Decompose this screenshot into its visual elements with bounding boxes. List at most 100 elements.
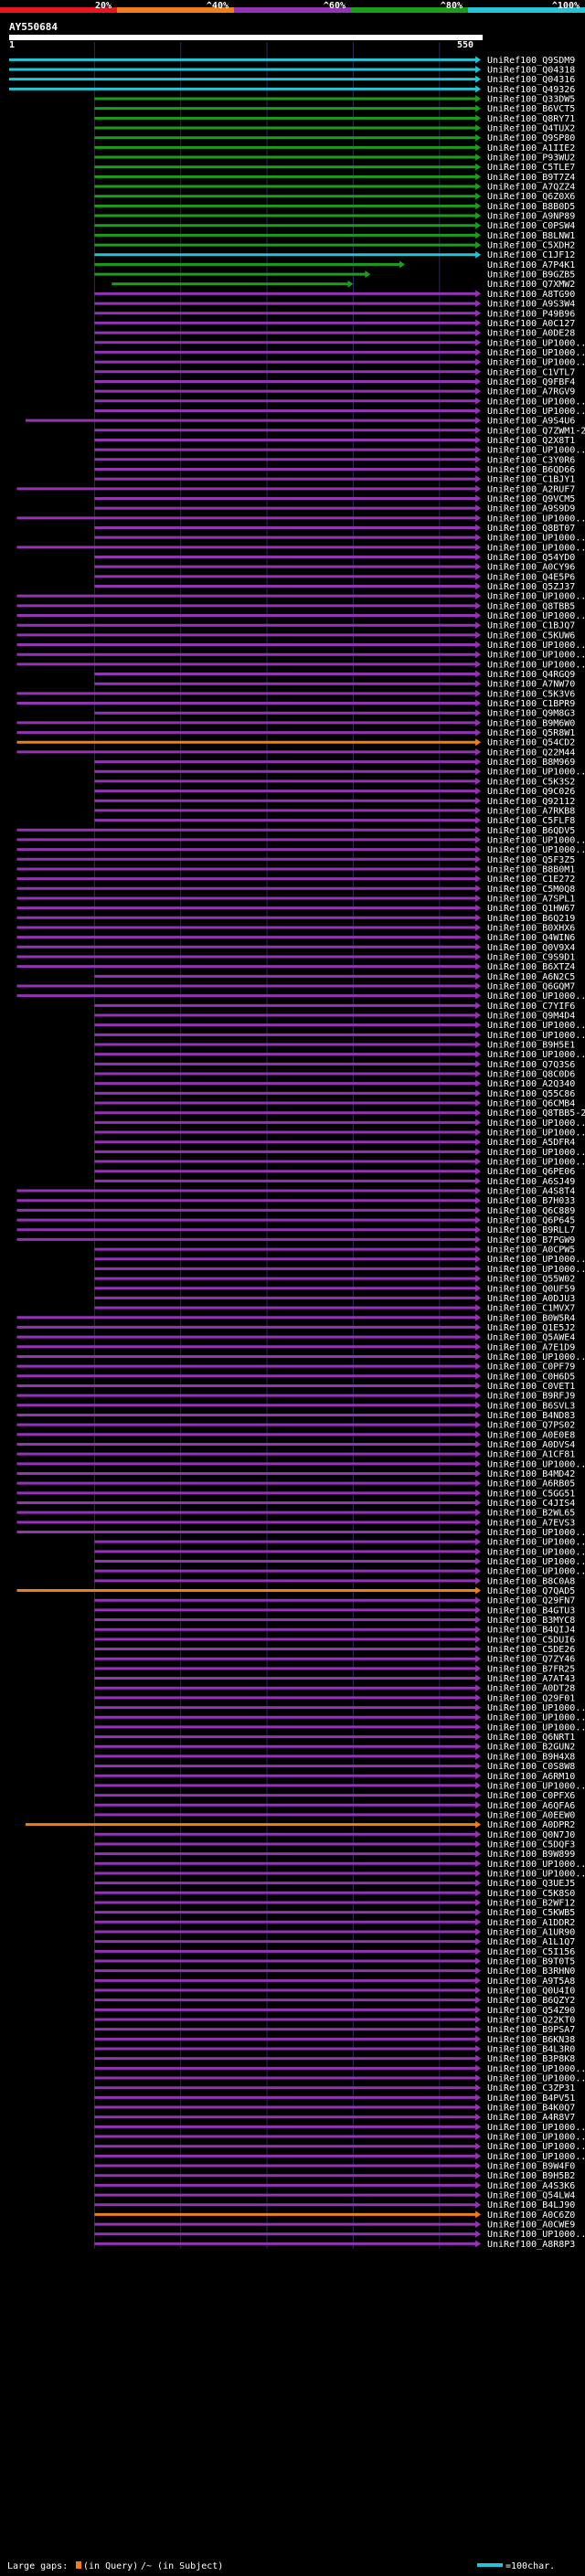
hit-label[interactable]: UniRef100_UP1000.. <box>487 1118 585 1129</box>
hit-label[interactable]: UniRef100_B2GUN2 <box>487 1743 575 1753</box>
hit-label[interactable]: UniRef100_Q4E5P6 <box>487 572 575 582</box>
hit-label[interactable]: UniRef100_Q29FN7 <box>487 1596 575 1606</box>
hit-label[interactable]: UniRef100_A8R8P3 <box>487 2240 575 2250</box>
hit-label[interactable]: UniRef100_B6KN38 <box>487 2035 575 2045</box>
hit-label[interactable]: UniRef100_Q8RY71 <box>487 114 575 124</box>
hit-label[interactable]: UniRef100_A0DJU3 <box>487 1294 575 1304</box>
hit-label[interactable]: UniRef100_C0PF79 <box>487 1362 575 1373</box>
hit-label[interactable]: UniRef100_UP1000.. <box>487 397 585 407</box>
hit-label[interactable]: UniRef100_A7AT43 <box>487 1674 575 1684</box>
hit-label[interactable]: UniRef100_B2WL65 <box>487 1509 575 1519</box>
hit-label[interactable]: UniRef100_B7PGW9 <box>487 1235 575 1246</box>
hit-label[interactable]: UniRef100_C5K8S0 <box>487 1889 575 1899</box>
hit-label[interactable]: UniRef100_B8LNW1 <box>487 231 575 241</box>
hit-label[interactable]: UniRef100_Q6P645 <box>487 1216 575 1226</box>
hit-label[interactable]: UniRef100_C5KUW6 <box>487 631 575 641</box>
hit-label[interactable]: UniRef100_Q54CD2 <box>487 738 575 748</box>
hit-label[interactable]: UniRef100_A1DDR2 <box>487 1918 575 1928</box>
hit-label[interactable]: UniRef100_UP1000.. <box>487 1567 585 1577</box>
hit-label[interactable]: UniRef100_Q6Z0X6 <box>487 192 575 202</box>
hit-label[interactable]: UniRef100_C0H6D5 <box>487 1372 575 1382</box>
hit-label[interactable]: UniRef100_B8B0M1 <box>487 864 575 875</box>
hit-label[interactable]: UniRef100_Q33DW5 <box>487 95 575 105</box>
hit-label[interactable]: UniRef100_Q7QAD5 <box>487 1586 575 1596</box>
hit-label[interactable]: UniRef100_B0XHX6 <box>487 923 575 933</box>
hit-label[interactable]: UniRef100_Q6GQM7 <box>487 981 575 991</box>
hit-label[interactable]: UniRef100_A0EEW0 <box>487 1810 575 1820</box>
hit-label[interactable]: UniRef100_UP1000.. <box>487 2142 585 2152</box>
hit-label[interactable]: UniRef100_B4L3R0 <box>487 2045 575 2055</box>
hit-label[interactable]: UniRef100_B9T7Z4 <box>487 173 575 183</box>
hit-label[interactable]: UniRef100_A7E1D9 <box>487 1342 575 1352</box>
hit-label[interactable]: UniRef100_UP1000.. <box>487 338 585 348</box>
hit-label[interactable]: UniRef100_UP1000.. <box>487 1538 585 1548</box>
hit-label[interactable]: UniRef100_UP1000.. <box>487 1459 585 1469</box>
hit-label[interactable]: UniRef100_UP1000.. <box>487 2133 585 2143</box>
hit-label[interactable]: UniRef100_C1MVX7 <box>487 1304 575 1314</box>
hit-label[interactable]: UniRef100_UP1000.. <box>487 358 585 368</box>
hit-label[interactable]: UniRef100_Q22M44 <box>487 747 575 758</box>
hit-label[interactable]: UniRef100_A1UR90 <box>487 1927 575 1937</box>
hit-label[interactable]: UniRef100_C5K3V6 <box>487 689 575 699</box>
hit-label[interactable]: UniRef100_B4LJ90 <box>487 2200 575 2210</box>
hit-label[interactable]: UniRef100_B4K0Q7 <box>487 2104 575 2114</box>
hit-label[interactable]: UniRef100_A0DT28 <box>487 1684 575 1694</box>
hit-label[interactable]: UniRef100_Q4RGQ9 <box>487 670 575 680</box>
hit-label[interactable]: UniRef100_C1VTL7 <box>487 367 575 377</box>
hit-label[interactable]: UniRef100_Q9SDM9 <box>487 56 575 66</box>
hit-label[interactable]: UniRef100_Q8C0D6 <box>487 1070 575 1080</box>
hit-label[interactable]: UniRef100_Q9M8G3 <box>487 709 575 719</box>
hit-label[interactable]: UniRef100_A2Q340 <box>487 1079 575 1089</box>
hit-label[interactable]: UniRef100_UP1000.. <box>487 1557 585 1567</box>
hit-label[interactable]: UniRef100_B6QD66 <box>487 465 575 475</box>
hit-label[interactable]: UniRef100_B3RHN0 <box>487 1966 575 1977</box>
hit-label[interactable]: UniRef100_P49B96 <box>487 309 575 319</box>
hit-label[interactable]: UniRef100_C5DQF3 <box>487 1839 575 1850</box>
hit-label[interactable]: UniRef100_C0PSW4 <box>487 221 575 231</box>
hit-label[interactable]: UniRef100_B9RLL7 <box>487 1225 575 1235</box>
hit-label[interactable]: UniRef100_UP1000.. <box>487 543 585 553</box>
hit-label[interactable]: UniRef100_UP1000.. <box>487 1031 585 1041</box>
hit-label[interactable]: UniRef100_Q5F3Z5 <box>487 855 575 865</box>
hit-label[interactable]: UniRef100_Q6C889 <box>487 1206 575 1216</box>
hit-label[interactable]: UniRef100_Q22KT0 <box>487 2016 575 2026</box>
hit-label[interactable]: UniRef100_A1L1Q7 <box>487 1937 575 1947</box>
hit-label[interactable]: UniRef100_Q5ZJ37 <box>487 582 575 592</box>
hit-label[interactable]: UniRef100_A7EVS3 <box>487 1518 575 1528</box>
hit-label[interactable]: UniRef100_A0C127 <box>487 319 575 329</box>
hit-label[interactable]: UniRef100_B8M969 <box>487 758 575 768</box>
hit-label[interactable]: UniRef100_P93WU2 <box>487 154 575 164</box>
hit-label[interactable]: UniRef100_Q8BT07 <box>487 524 575 534</box>
hit-label[interactable]: UniRef100_UP1000.. <box>487 651 585 661</box>
hit-label[interactable]: UniRef100_UP1000.. <box>487 1265 585 1275</box>
hit-label[interactable]: UniRef100_A7NW70 <box>487 680 575 690</box>
hit-label[interactable]: UniRef100_C5FLF8 <box>487 816 575 826</box>
hit-label[interactable]: UniRef100_B6QDV5 <box>487 826 575 836</box>
hit-label[interactable]: UniRef100_UP1000.. <box>487 1021 585 1031</box>
hit-label[interactable]: UniRef100_A4S3K6 <box>487 2181 575 2191</box>
hit-label[interactable]: UniRef100_UP1000.. <box>487 1703 585 1713</box>
hit-label[interactable]: UniRef100_UP1000.. <box>487 611 585 621</box>
hit-label[interactable]: UniRef100_A7RKB8 <box>487 806 575 816</box>
hit-label[interactable]: UniRef100_A0DVS4 <box>487 1440 575 1450</box>
hit-label[interactable]: UniRef100_A2RUF7 <box>487 484 575 494</box>
hit-label[interactable]: UniRef100_C5DUI6 <box>487 1635 575 1645</box>
hit-label[interactable]: UniRef100_UP1000.. <box>487 1528 585 1538</box>
hit-label[interactable]: UniRef100_A7QZZ4 <box>487 183 575 193</box>
hit-label[interactable]: UniRef100_A6N2C5 <box>487 972 575 982</box>
hit-label[interactable]: UniRef100_B6QZY2 <box>487 1996 575 2006</box>
hit-label[interactable]: UniRef100_C7YIF6 <box>487 1002 575 1012</box>
hit-label[interactable]: UniRef100_Q8TBB5-2 <box>487 1108 585 1118</box>
hit-label[interactable]: UniRef100_B4PV51 <box>487 2094 575 2104</box>
hit-label[interactable]: UniRef100_C5M0Q8 <box>487 885 575 895</box>
hit-label[interactable]: UniRef100_UP1000.. <box>487 1158 585 1168</box>
hit-label[interactable]: UniRef100_UP1000.. <box>487 2230 585 2240</box>
hit-label[interactable]: UniRef100_Q9SP80 <box>487 133 575 143</box>
hit-label[interactable]: UniRef100_Q1HW67 <box>487 904 575 914</box>
hit-label[interactable]: UniRef100_B9H4X8 <box>487 1752 575 1762</box>
hit-label[interactable]: UniRef100_B9T0T5 <box>487 1956 575 1966</box>
hit-label[interactable]: UniRef100_A6SJ49 <box>487 1177 575 1187</box>
hit-label[interactable]: UniRef100_A0CWE9 <box>487 2221 575 2231</box>
hit-label[interactable]: UniRef100_UP1000.. <box>487 1352 585 1362</box>
hit-label[interactable]: UniRef100_C9S9D1 <box>487 952 575 962</box>
